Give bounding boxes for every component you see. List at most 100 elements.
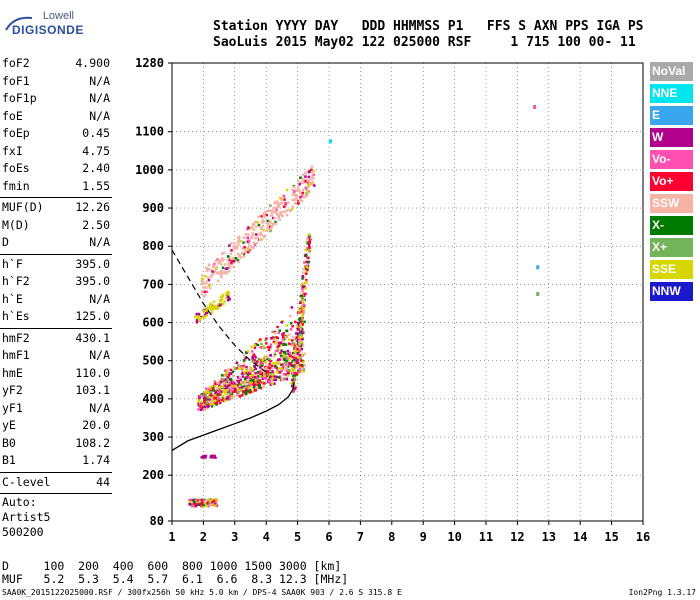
echo-point [225, 372, 228, 375]
echo-point [294, 320, 297, 324]
echo-point [256, 377, 259, 380]
echo-point [245, 365, 248, 369]
autoscaling-line: Auto: [2, 495, 37, 509]
echo-point [224, 267, 228, 271]
echo-point [202, 454, 205, 457]
echo-point [275, 200, 279, 203]
echo-point [274, 378, 278, 382]
param-row: foF1 N/A [0, 73, 112, 91]
param-value: 4.75 [82, 143, 110, 158]
echo-point [204, 456, 207, 459]
echo-point [241, 375, 245, 378]
param-value: N/A [89, 91, 110, 105]
echo-point [261, 377, 265, 380]
param-label: fxI [2, 143, 23, 158]
echo-point [205, 407, 208, 410]
profile-curve [171, 383, 295, 451]
echo-point [262, 235, 266, 239]
param-label: foF1 [2, 73, 30, 88]
echo-point [298, 318, 301, 321]
echo-point [244, 249, 247, 252]
echo-point [239, 378, 242, 382]
echo-point [206, 390, 209, 393]
echo-point [205, 280, 209, 283]
echo-point [277, 213, 280, 217]
echo-point [270, 209, 273, 213]
echo-point [302, 370, 306, 373]
echo-point [212, 398, 215, 401]
param-label: h`F2 [2, 274, 30, 288]
echo-point [300, 359, 303, 363]
echo-point [219, 390, 223, 393]
echo-point [298, 349, 301, 352]
echo-point [281, 333, 284, 336]
echo-point [268, 373, 271, 377]
echo-point [287, 371, 290, 374]
echo-point [273, 335, 277, 339]
echo-point [243, 380, 247, 384]
echo-point [259, 233, 262, 236]
param-value: 20.0 [82, 418, 110, 432]
echo-point [298, 182, 302, 186]
echo-point [301, 353, 304, 356]
param-row: foEs 2.40 [0, 160, 112, 178]
echo-point [253, 358, 256, 362]
echo-point [234, 258, 237, 262]
echo-point [221, 390, 224, 393]
x-tick-label: 8 [388, 530, 395, 544]
echo-point [253, 343, 256, 347]
echo-point [203, 290, 206, 294]
echo-point [202, 403, 206, 407]
echo-point [290, 344, 294, 347]
echo-point [288, 357, 292, 360]
echo-point [304, 180, 307, 183]
echo-point [200, 501, 204, 504]
echo-point [238, 380, 241, 384]
echo-point [288, 361, 291, 365]
echo-point [259, 346, 262, 349]
echo-point [208, 499, 212, 503]
echo-point [253, 387, 257, 391]
legend-item: NoVal [650, 62, 693, 81]
echo-point [294, 350, 297, 354]
echo-point [209, 268, 212, 272]
echo-point [211, 265, 215, 269]
param-row: yE 20.0 [0, 417, 112, 435]
echo-point [287, 352, 290, 356]
echo-point [298, 342, 301, 346]
echo-point [253, 220, 257, 224]
echo-point [293, 185, 296, 189]
echo-point [248, 239, 251, 243]
echo-point [274, 361, 278, 364]
echo-point [232, 247, 236, 250]
echo-point [231, 370, 235, 374]
echo-point [301, 344, 305, 347]
echo-point [283, 210, 287, 214]
echo-point [255, 241, 259, 245]
echo-point [232, 383, 235, 387]
echo-point [233, 244, 236, 248]
echo-point [536, 265, 540, 270]
echo-point [245, 376, 248, 379]
echo-point [209, 456, 213, 459]
echo-point [203, 405, 206, 409]
echo-point [214, 397, 217, 400]
echo-point [242, 354, 246, 357]
echo-point [275, 375, 279, 379]
echo-point [266, 219, 270, 223]
echo-point [227, 384, 230, 388]
echo-point [226, 266, 230, 270]
y-tick-label: 900 [142, 201, 164, 215]
echo-point [271, 216, 275, 220]
echo-point [263, 234, 267, 238]
echo-point [197, 314, 200, 317]
echo-point [295, 372, 298, 376]
echo-point [258, 366, 262, 369]
echo-point [240, 364, 243, 368]
echo-point [267, 366, 271, 369]
echo-point [242, 236, 246, 239]
echo-point [209, 395, 212, 399]
echo-point [250, 246, 254, 249]
echo-point [274, 222, 278, 226]
